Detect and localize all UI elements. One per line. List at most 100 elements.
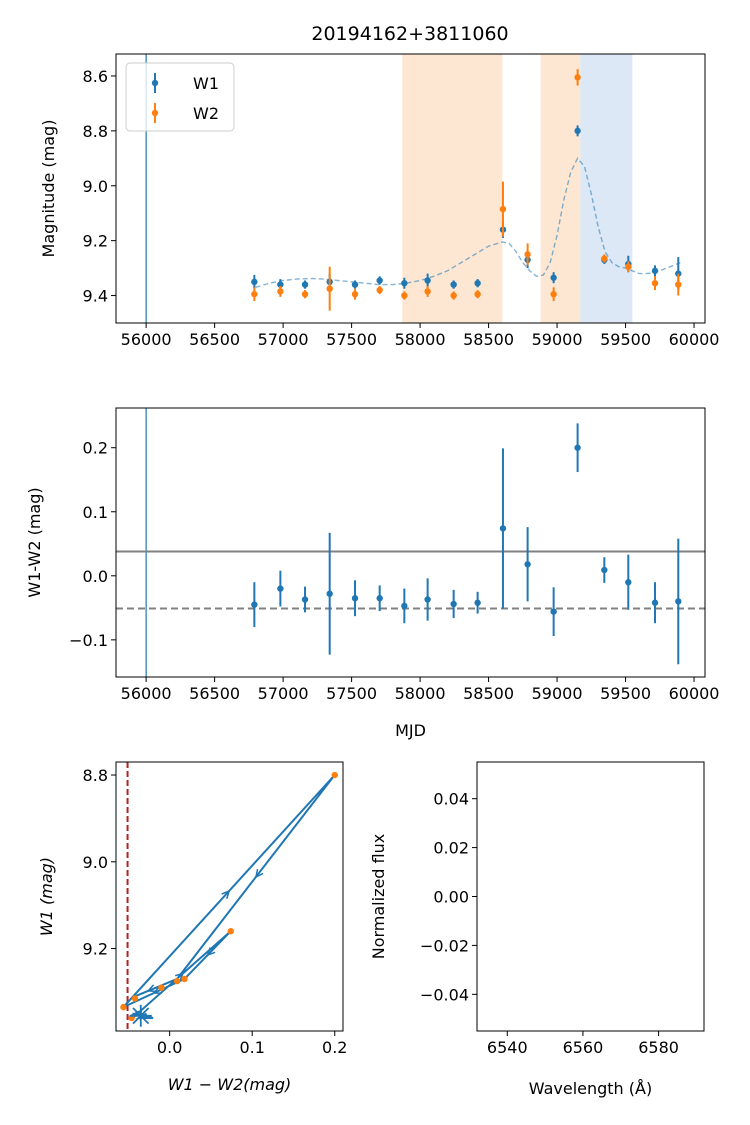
point-color [251, 601, 258, 608]
orange-point [227, 928, 234, 935]
axes-frame [115, 761, 344, 1032]
axes-frame [476, 761, 705, 1032]
point-w1 [376, 277, 383, 284]
point-color [675, 598, 682, 605]
point-color [424, 596, 431, 603]
point-w1 [251, 278, 258, 286]
point-w1 [424, 277, 431, 284]
color-curve-panel: 56000 56500 57000 57500 58000 58500 59000 59500… [25, 407, 720, 740]
x-tick-label: 59000 [532, 330, 583, 349]
legend-marker [151, 79, 159, 87]
point-w2 [675, 281, 682, 288]
orange-point [158, 984, 165, 991]
y-tick-label: −0.02 [420, 936, 469, 955]
x-tick-label: 56000 [121, 330, 172, 349]
point-color [450, 600, 457, 608]
direction-arrow [254, 868, 264, 879]
point-w2 [424, 288, 431, 295]
point-w2 [574, 74, 581, 81]
x-axis-label: W1 − W2(mag) [168, 1075, 292, 1094]
point-w1 [277, 281, 284, 288]
orange-point [181, 975, 188, 983]
point-w2 [550, 290, 557, 298]
y-axis-label: Normalized flux [369, 834, 388, 960]
point-w2 [326, 285, 333, 292]
fit-curve [255, 157, 681, 288]
point-w1 [651, 267, 659, 275]
x-tick-label: 59500 [600, 684, 651, 703]
x-tick-label: 6540 [487, 1038, 528, 1057]
point-w2 [651, 279, 659, 287]
point-w1 [401, 279, 408, 287]
direction-arrow [174, 972, 185, 982]
x-tick-label: 57000 [258, 684, 309, 703]
x-tick-label: 57000 [258, 330, 309, 349]
x-tick-label: 59000 [532, 684, 583, 703]
point-color [277, 585, 284, 592]
figure-title: 20194162+3811060 [311, 23, 508, 45]
point-color [524, 561, 531, 568]
legend: W1 W2 [125, 62, 235, 132]
point-w1 [351, 281, 359, 288]
cmd-plot-area [120, 762, 338, 1031]
axes-frame [115, 407, 706, 678]
point-color [625, 579, 632, 586]
y-tick-label: 8.6 [83, 67, 108, 86]
point-w2 [450, 292, 457, 299]
legend-label-w1: W1 [193, 74, 219, 93]
y-tick-label: 0.0 [83, 567, 108, 586]
y-axis-label: W1 (mag) [37, 857, 56, 936]
point-color [401, 602, 408, 610]
trajectory-line [122, 774, 336, 1021]
x-tick-label: 0.0 [157, 1038, 182, 1057]
y-tick-label: 9.2 [83, 232, 108, 251]
orange-band [540, 54, 581, 323]
x-tick-label: 6580 [638, 1038, 679, 1057]
x-axis-label: Wavelength (Å) [529, 1079, 652, 1098]
y-tick-label: 0.04 [433, 790, 469, 809]
y-tick-label: 0.1 [83, 503, 108, 522]
blue-band [580, 54, 633, 323]
y-tick-label: 0.2 [83, 439, 108, 458]
point-color [601, 566, 608, 574]
point-w2 [277, 288, 284, 295]
y-tick-label: 9.4 [83, 287, 108, 306]
star-marker-ray [132, 1007, 150, 1025]
y-tick-label: 8.8 [83, 122, 108, 141]
orange-point [331, 771, 338, 779]
point-color [474, 599, 481, 606]
y-axis-label: Magnitude (mag) [39, 120, 58, 258]
legend-label-w2: W2 [193, 104, 219, 123]
x-tick-label: 60000 [669, 684, 720, 703]
point-w2 [251, 290, 258, 298]
point-w1 [574, 127, 581, 135]
direction-arrow [206, 947, 216, 957]
lightcurve-panel: 56000 56500 57000 57500 58000 58500 59000 59500… [39, 53, 720, 349]
x-tick-label: 6560 [563, 1038, 604, 1057]
point-color [499, 525, 507, 532]
point-w2 [625, 263, 632, 270]
orange-point [173, 977, 181, 985]
point-w2 [474, 290, 481, 298]
x-tick-label: 0.1 [239, 1038, 264, 1057]
x-tick-label: 57500 [326, 684, 377, 703]
point-color [651, 599, 659, 606]
direction-arrow [152, 986, 162, 994]
x-tick-label: 56500 [189, 684, 240, 703]
point-w1 [675, 270, 682, 277]
x-tick-label: 58000 [395, 330, 446, 349]
y-tick-label: 0.00 [433, 888, 469, 907]
point-color [574, 444, 581, 451]
y-tick-label: −0.04 [420, 985, 469, 1004]
direction-arrow [146, 984, 157, 993]
point-color [550, 608, 557, 615]
y-tick-label: 9.2 [83, 940, 108, 959]
point-color [301, 596, 309, 603]
point-w2 [376, 286, 383, 294]
x-tick-label: 56500 [189, 330, 240, 349]
y-tick-label: 9.0 [83, 177, 108, 196]
y-tick-label: 0.02 [433, 839, 469, 858]
point-w2 [301, 290, 309, 298]
x-tick-label: 60000 [669, 330, 720, 349]
